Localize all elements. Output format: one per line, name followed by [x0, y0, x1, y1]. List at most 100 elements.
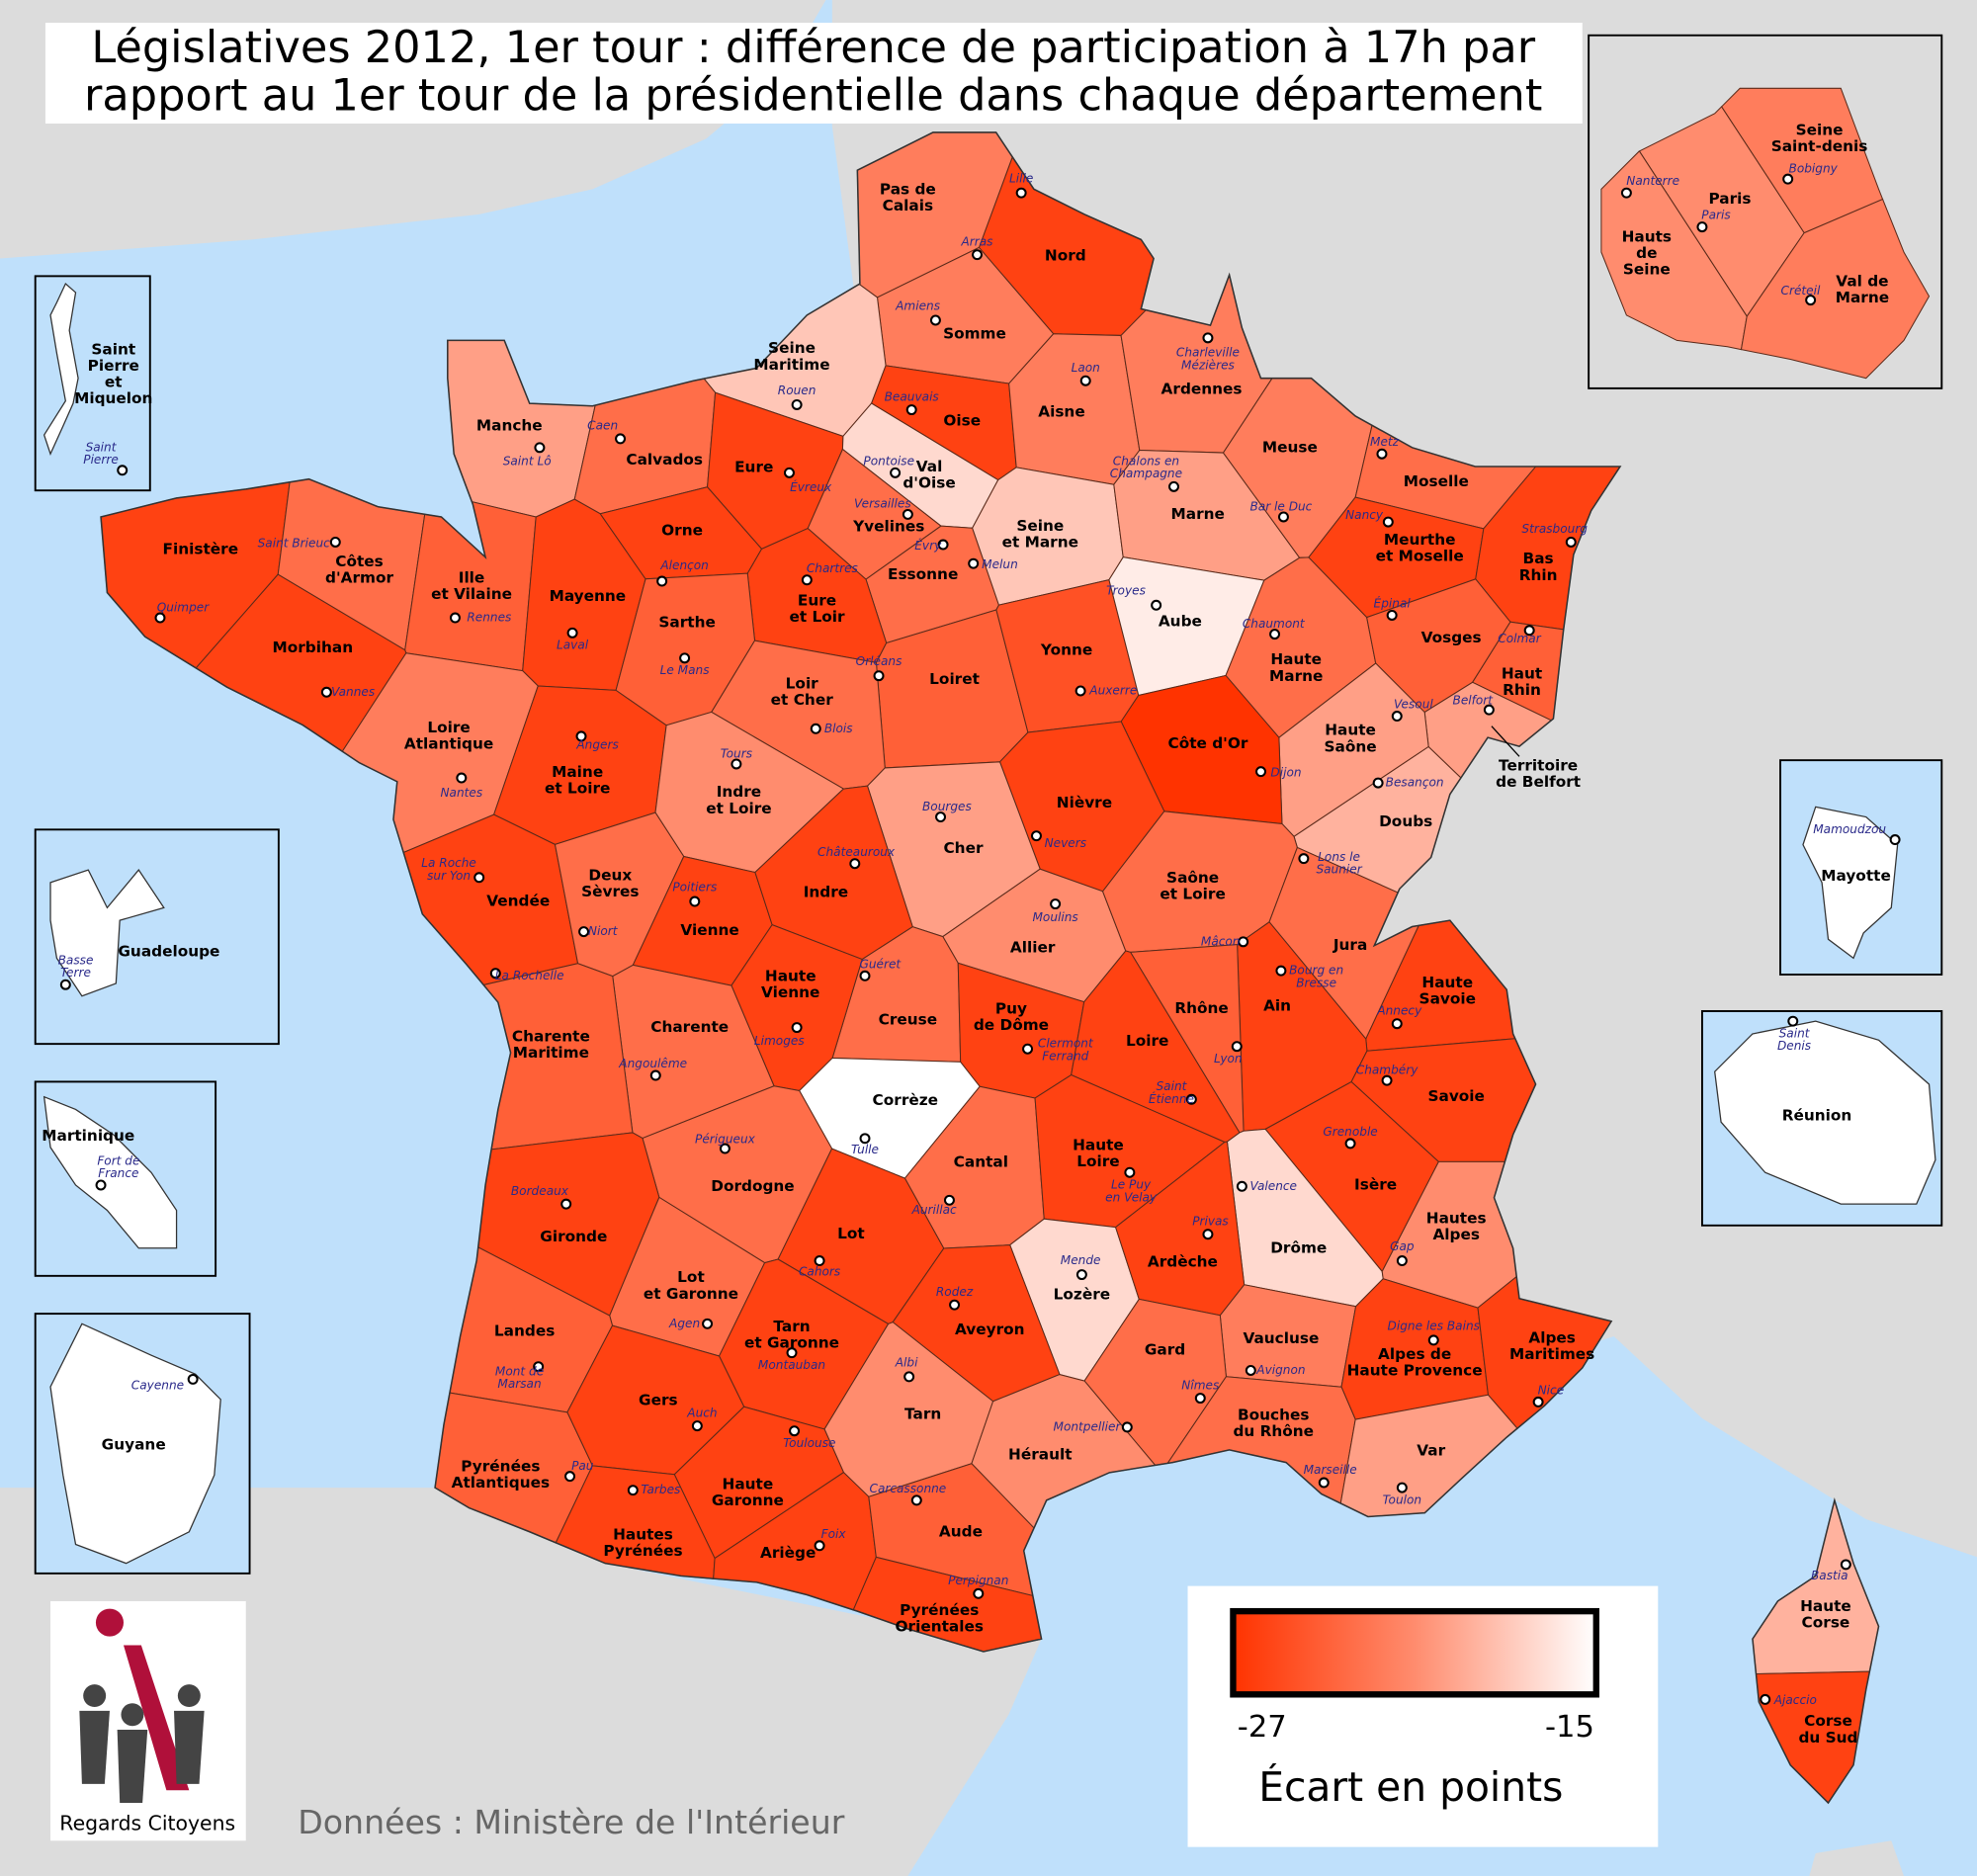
- city-dot: [1396, 1255, 1408, 1267]
- city-name: Saint Lô: [503, 454, 552, 468]
- city-dot: [1805, 295, 1817, 306]
- department-name: Haute Provence: [1347, 1362, 1483, 1380]
- department-name: Morbihan: [273, 639, 354, 656]
- department-name: Moselle: [1404, 472, 1469, 490]
- city-dot: [859, 970, 871, 981]
- city-name: Auch: [686, 1406, 717, 1419]
- overseas-territory: [49, 1322, 221, 1565]
- city-name: Guéret: [859, 957, 902, 971]
- department-name: et Cher: [771, 691, 834, 709]
- department-name: Alpes: [1432, 1226, 1480, 1243]
- city-dot: [1185, 1093, 1197, 1105]
- department-name: Aude: [939, 1522, 983, 1540]
- city-dot: [1391, 711, 1403, 722]
- city-name: Arras: [961, 234, 994, 248]
- logo-text: Regards Citoyens: [59, 1812, 235, 1835]
- city-name: Albi: [895, 1355, 918, 1369]
- department-name: Haute: [765, 967, 817, 984]
- department-name: Yonne: [1040, 641, 1092, 659]
- department-name: Manche: [476, 417, 543, 435]
- city-name: Perpignan: [948, 1574, 1008, 1587]
- department-name: Bas: [1523, 550, 1554, 567]
- city-name: Le Puy: [1111, 1178, 1152, 1192]
- city-dot: [679, 652, 691, 664]
- department-name: Atlantiques: [452, 1474, 550, 1492]
- department-name: Maritime: [513, 1044, 589, 1062]
- city-dot: [1344, 1138, 1356, 1150]
- city-dot: [949, 1299, 961, 1311]
- city-dot: [1782, 173, 1794, 185]
- department-name: Alpes de: [1378, 1345, 1451, 1363]
- city-name: Fort de: [97, 1153, 139, 1167]
- territory-name: Pierre: [88, 357, 139, 375]
- department-name: Maine: [552, 763, 603, 781]
- department-name: Seine: [1016, 517, 1064, 535]
- department-name: Ain: [1263, 996, 1291, 1014]
- city-name: Poitiers: [672, 880, 718, 894]
- city-dot: [905, 404, 917, 416]
- city-name: Basse: [58, 953, 94, 967]
- city-dot: [814, 1255, 825, 1267]
- department-name: Hauts: [1622, 227, 1672, 245]
- city-dot: [849, 858, 861, 870]
- city-dot: [560, 1198, 572, 1210]
- department-name: Calvados: [626, 451, 703, 469]
- department-name: Eure: [734, 459, 773, 476]
- city-dot: [1269, 629, 1281, 640]
- department-name: et Garonne: [744, 1334, 839, 1352]
- department-name: Val de: [1836, 273, 1888, 291]
- city-name: Auxerre: [1088, 684, 1137, 698]
- city-name: Chaumont: [1243, 617, 1306, 631]
- city-name: Digne les Bains: [1388, 1319, 1481, 1332]
- city-dot: [1050, 898, 1062, 910]
- department: [1600, 150, 1748, 351]
- city-dot: [929, 314, 941, 326]
- city-dot: [1532, 1396, 1544, 1407]
- department-name: Gard: [1145, 1341, 1185, 1359]
- city-name: Alençon: [659, 558, 709, 572]
- city-dot: [1074, 685, 1086, 697]
- logo-figure: [177, 1684, 201, 1708]
- title-background: [44, 22, 1583, 125]
- city-name: Châteauroux: [817, 845, 896, 859]
- city-name: France: [98, 1166, 138, 1180]
- city-dot: [1840, 1559, 1851, 1571]
- city-name: Bastia: [1811, 1569, 1848, 1582]
- department-name: Territoire: [1499, 756, 1578, 774]
- city-dot: [154, 612, 166, 624]
- city-name: Ferrand: [1042, 1049, 1088, 1063]
- department-name: Rhin: [1503, 681, 1541, 699]
- city-dot: [1245, 1365, 1256, 1376]
- department-name: et Loire: [545, 779, 610, 797]
- city-dot: [814, 1540, 825, 1552]
- city-dot: [320, 686, 332, 698]
- city-name: Saint: [86, 440, 118, 454]
- department-name: Var: [1417, 1442, 1445, 1460]
- city-dot: [702, 1318, 714, 1329]
- city-dot: [801, 574, 813, 586]
- department-name: Jura: [1332, 936, 1367, 954]
- department-name: Rhin: [1519, 566, 1558, 584]
- city-dot: [1255, 766, 1266, 778]
- city-name: Bourges: [922, 800, 973, 813]
- city-name: Marsan: [497, 1377, 541, 1391]
- city-name: Étienne: [1149, 1091, 1194, 1106]
- department-name: Haute: [1325, 722, 1376, 739]
- city-name: Montauban: [758, 1358, 825, 1372]
- city-dot: [1202, 332, 1214, 344]
- department-name: Savoie: [1419, 989, 1476, 1007]
- land: [1809, 1840, 1905, 1876]
- city-dot: [968, 557, 980, 569]
- department-name: Seine: [1623, 260, 1671, 278]
- department-name: Tarn: [904, 1406, 941, 1423]
- city-dot: [1168, 480, 1179, 492]
- city-dot: [449, 612, 461, 624]
- department-name: Pyrénées: [461, 1458, 540, 1476]
- department-name: et Vilaine: [431, 585, 512, 603]
- department-name: Savoie: [1427, 1087, 1484, 1105]
- city-dot: [1523, 625, 1535, 637]
- territory-name: Guyane: [102, 1435, 166, 1453]
- department-name: Atlantique: [404, 735, 493, 753]
- city-name: Angers: [575, 737, 619, 751]
